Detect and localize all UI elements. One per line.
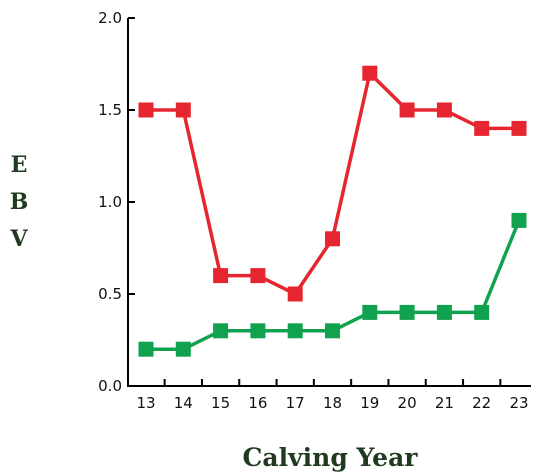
y-axis-ticks: 0.0 0.5 1.0 1.5 2.0 xyxy=(98,9,135,395)
data-point xyxy=(511,120,527,136)
x-axis-ticks: 13 14 15 16 17 18 19 20 21 22 23 xyxy=(136,379,529,412)
y-tick-label: 1.5 xyxy=(98,101,122,119)
series-line xyxy=(146,71,519,296)
data-point xyxy=(175,102,191,118)
data-point xyxy=(362,304,378,320)
data-point xyxy=(399,102,415,118)
x-tick-label: 18 xyxy=(323,394,342,412)
x-tick-label: 13 xyxy=(136,394,155,412)
data-point xyxy=(250,268,266,284)
data-point xyxy=(399,304,415,320)
y-tick-label: 0.5 xyxy=(98,285,122,303)
data-point xyxy=(436,304,452,320)
x-tick-label: 20 xyxy=(398,394,417,412)
data-point xyxy=(175,341,191,357)
data-point xyxy=(287,323,303,339)
data-point xyxy=(287,286,303,302)
x-tick-label: 15 xyxy=(211,394,230,412)
x-tick-label: 23 xyxy=(509,394,528,412)
x-tick-label: 21 xyxy=(435,394,454,412)
y-tick-label: 2.0 xyxy=(98,9,122,27)
x-tick-label: 19 xyxy=(360,394,379,412)
y-tick-label: 1.0 xyxy=(98,193,122,211)
x-axis-title: Calving Year xyxy=(243,443,419,472)
data-point xyxy=(436,102,452,118)
data-point xyxy=(474,120,490,136)
data-point xyxy=(362,65,378,81)
x-tick-label: 17 xyxy=(286,394,305,412)
data-point xyxy=(325,231,340,247)
data-point xyxy=(250,323,266,339)
data-point xyxy=(138,341,154,357)
y-tick-label: 0.0 xyxy=(98,377,122,395)
x-tick-label: 16 xyxy=(248,394,267,412)
data-point xyxy=(138,102,154,118)
x-tick-label: 22 xyxy=(472,394,491,412)
x-tick-label: 14 xyxy=(174,394,193,412)
data-point xyxy=(325,323,340,339)
data-point xyxy=(474,304,490,320)
series-layer xyxy=(138,65,527,357)
data-point xyxy=(213,268,229,284)
data-point xyxy=(213,323,229,339)
data-point xyxy=(511,212,527,228)
series-2 xyxy=(138,212,527,357)
series-1 xyxy=(138,65,527,302)
